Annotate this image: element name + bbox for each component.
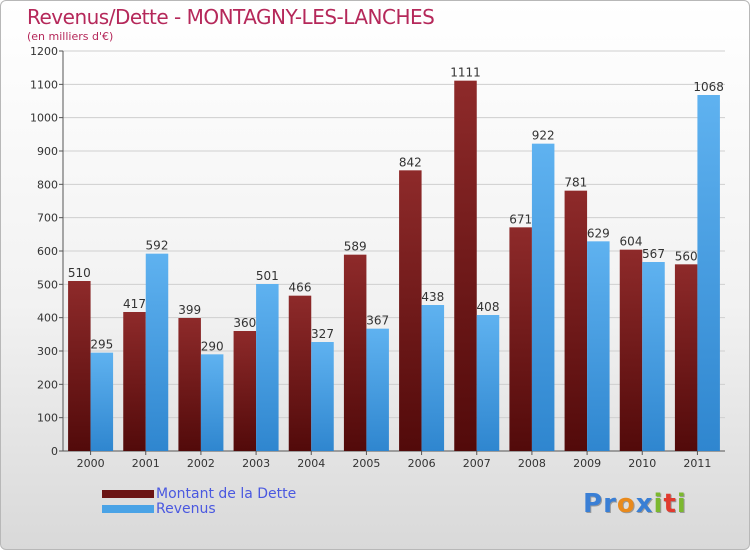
- y-tick-label: 1100: [30, 78, 58, 91]
- bar-dette: [68, 281, 91, 451]
- y-tick-label: 100: [37, 412, 58, 425]
- x-tick-label: 2002: [187, 457, 215, 470]
- data-label: 592: [146, 239, 169, 253]
- y-tick-label: 1000: [30, 112, 58, 125]
- y-tick-label: 400: [37, 312, 58, 325]
- y-tick-label: 0: [51, 445, 58, 458]
- data-label: 842: [399, 155, 422, 169]
- legend-swatch-revenue: [102, 505, 154, 513]
- data-label: 589: [344, 240, 367, 254]
- bar-revenus: [476, 315, 500, 451]
- data-label: 417: [123, 297, 146, 311]
- bar-revenus: [587, 241, 610, 451]
- data-label: 466: [289, 281, 312, 295]
- legend-label-debt: Montant de la Dette: [156, 486, 297, 502]
- x-axis-ticks: 2000 2001 2002 2003 2004 2005 2006 2007 2008 2009…: [77, 451, 711, 470]
- logo-letter: x: [635, 489, 654, 519]
- bar-revenus: [256, 284, 279, 451]
- logo-letter: i: [676, 489, 687, 519]
- x-tick-label: 2007: [463, 457, 491, 470]
- data-label: 781: [564, 176, 587, 190]
- data-label: 360: [233, 316, 256, 330]
- bar-dette: [288, 295, 312, 451]
- data-label: 567: [642, 247, 665, 261]
- proxiti-logo: Proxiti: [583, 489, 687, 519]
- x-tick-label: 2011: [683, 457, 711, 470]
- data-label: 560: [675, 249, 698, 263]
- bar-dette: [178, 318, 201, 451]
- y-axis-ticks: 0 100 200 300 400 500 600 700 800 900 1000 1100 1200: [30, 45, 725, 458]
- x-tick-label: 2000: [77, 457, 105, 470]
- x-tick-label: 2001: [132, 457, 160, 470]
- data-labels: 510 295 417 592 399 290 360 501 466 327 589 367 842 4…: [68, 66, 724, 354]
- bar-dette: [233, 331, 257, 451]
- data-label: 399: [178, 303, 201, 317]
- chart-subtitle: (en milliers d'€): [27, 30, 114, 43]
- bar-dette: [123, 312, 146, 451]
- chart-title: Revenus/Dette - MONTAGNY-LES-LANCHES: [27, 5, 435, 29]
- data-label: 922: [532, 129, 555, 143]
- bar-revenus: [697, 95, 720, 451]
- data-label: 510: [68, 266, 91, 280]
- bar-revenus: [421, 305, 445, 451]
- data-label: 290: [201, 339, 224, 353]
- y-tick-label: 900: [37, 145, 58, 158]
- bar-dette: [619, 249, 643, 451]
- data-label: 671: [509, 212, 532, 226]
- bar-revenus: [366, 328, 389, 451]
- data-label: 501: [256, 269, 279, 283]
- bars: [68, 80, 720, 452]
- data-label: 295: [90, 338, 113, 352]
- x-tick-label: 2004: [297, 457, 325, 470]
- data-label: 1111: [450, 66, 481, 80]
- data-label: 408: [477, 300, 500, 314]
- y-tick-label: 600: [37, 245, 58, 258]
- bar-dette: [674, 264, 698, 451]
- x-tick-label: 2010: [628, 457, 656, 470]
- y-tick-label: 500: [37, 278, 58, 291]
- legend-swatch-debt: [102, 490, 154, 498]
- logo-letter: r: [603, 489, 617, 519]
- data-label: 1068: [693, 80, 724, 94]
- bar-dette: [399, 170, 422, 452]
- y-tick-label: 300: [37, 345, 58, 358]
- bar-dette: [454, 80, 477, 452]
- y-tick-label: 800: [37, 178, 58, 191]
- x-tick-label: 2005: [352, 457, 380, 470]
- y-tick-label: 700: [37, 212, 58, 225]
- x-tick-label: 2003: [242, 457, 270, 470]
- legend-label-revenue: Revenus: [156, 501, 216, 517]
- data-label: 438: [421, 290, 444, 304]
- bar-revenus: [200, 354, 224, 451]
- logo-letter: t: [663, 489, 677, 519]
- logo-letter: o: [616, 489, 636, 519]
- y-tick-label: 1200: [30, 45, 58, 58]
- x-tick-label: 2006: [408, 457, 436, 470]
- data-label: 604: [620, 235, 643, 249]
- bar-revenus: [90, 352, 114, 451]
- y-tick-label: 200: [37, 378, 58, 391]
- bar-revenus: [642, 262, 665, 451]
- bar-revenus: [145, 253, 169, 451]
- bar-revenus: [311, 342, 334, 451]
- logo-letter: i: [653, 489, 664, 519]
- bar-dette: [509, 227, 532, 451]
- data-label: 327: [311, 327, 334, 341]
- data-label: 629: [587, 226, 610, 240]
- x-tick-label: 2008: [518, 457, 546, 470]
- x-tick-label: 2009: [573, 457, 601, 470]
- logo-letter: P: [583, 489, 604, 519]
- bar-revenus: [531, 143, 555, 451]
- data-label: 367: [366, 314, 389, 328]
- bar-dette: [343, 254, 367, 451]
- bar-dette: [564, 190, 588, 451]
